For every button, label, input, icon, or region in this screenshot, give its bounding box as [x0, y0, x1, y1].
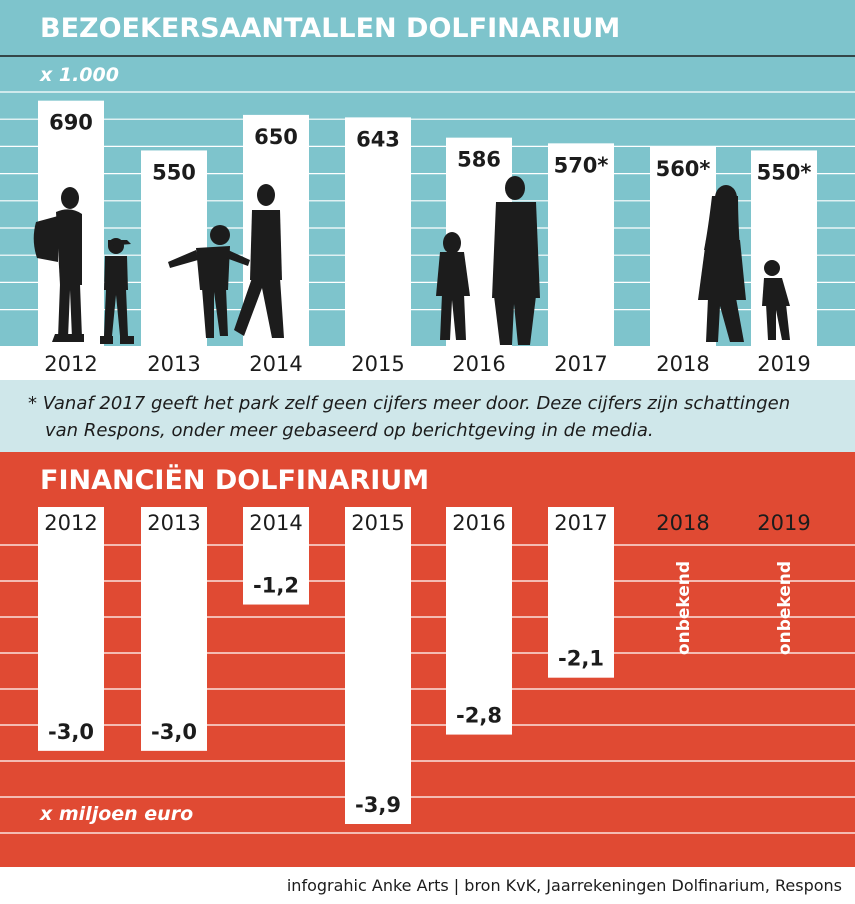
silhouette-woman-walking	[234, 184, 284, 338]
people-silhouettes	[33, 176, 790, 345]
finance-bar-2016	[446, 507, 512, 735]
visitors-value-2017: 570*	[554, 153, 609, 177]
visitors-year-2016: 2016	[452, 352, 505, 376]
visitors-value-2013: 550	[152, 160, 196, 184]
silhouette-toddler	[762, 260, 790, 340]
silhouette-woman-long-hair	[698, 185, 746, 342]
finance-value-2013: -3,0	[151, 720, 197, 744]
source-credit: infograhic Anke Arts | bron KvK, Jaarrek…	[287, 876, 842, 895]
visitors-value-2015: 643	[356, 127, 400, 151]
silhouette-man-backpack	[33, 187, 84, 342]
visitors-value-2014: 650	[254, 125, 298, 149]
visitors-year-2015: 2015	[351, 352, 404, 376]
finance-bar-2014	[243, 507, 309, 605]
visitors-year-2018: 2018	[656, 352, 709, 376]
finance-value-2016: -2,8	[456, 704, 502, 728]
finance-bar-2012	[38, 507, 104, 751]
visitors-year-2014: 2014	[249, 352, 302, 376]
visitors-chart-title: BEZOEKERSAANTALLEN DOLFINARIUM	[40, 13, 620, 44]
finance-year-labels: 2012 2013 2014 2015 2016 2017 2018 2019	[44, 511, 810, 535]
visitors-bar-2017	[548, 143, 614, 346]
visitors-value-2012: 690	[49, 111, 93, 135]
finance-year-2017: 2017	[554, 511, 607, 535]
finance-value-2014: -1,2	[253, 574, 299, 598]
visitors-year-2017: 2017	[554, 352, 607, 376]
finance-bars	[38, 507, 614, 824]
visitors-year-2012: 2012	[44, 352, 97, 376]
finance-value-labels: -3,0 -3,0 -1,2 -3,9 -2,8 -2,1 onbekend onbekend	[48, 561, 795, 817]
silhouette-girl-playing	[168, 225, 250, 338]
finance-bar-2013	[141, 507, 207, 751]
finance-value-2018: onbekend	[674, 561, 694, 655]
visitors-value-labels: 690 550 650 643 586 570* 560* 550*	[49, 111, 811, 185]
finance-bar-2017	[548, 507, 614, 678]
visitors-value-2018: 560*	[656, 157, 711, 181]
finance-chart-title: FINANCIËN DOLFINARIUM	[40, 464, 429, 496]
footnote-line-2: van Respons, onder meer gebaseerd op ber…	[45, 420, 654, 441]
finance-value-2019: onbekend	[775, 561, 795, 655]
footnote-line-1: * Vanaf 2017 geeft het park zelf geen ci…	[28, 393, 790, 414]
visitors-year-2019: 2019	[757, 352, 810, 376]
visitors-unit-label: x 1.000	[39, 64, 119, 86]
finance-year-2018: 2018	[656, 511, 709, 535]
finance-year-2014: 2014	[249, 511, 302, 535]
finance-value-2012: -3,0	[48, 720, 94, 744]
finance-value-2017: -2,1	[558, 647, 604, 671]
finance-year-2013: 2013	[147, 511, 200, 535]
visitors-bar-2015	[345, 117, 411, 346]
footnote-background	[0, 380, 855, 452]
finance-bar-2015	[345, 507, 411, 824]
visitors-bar-2013	[141, 150, 207, 346]
silhouette-girl-standing	[436, 232, 470, 340]
silhouette-child-cap	[100, 238, 134, 344]
silhouette-man-standing	[492, 176, 540, 345]
finance-title-background	[0, 452, 855, 507]
finance-year-2012: 2012	[44, 511, 97, 535]
finance-year-2015: 2015	[351, 511, 404, 535]
visitors-value-2016: 586	[457, 148, 501, 172]
finance-unit-label: x miljoen euro	[39, 803, 193, 825]
visitors-value-2019: 550*	[757, 160, 812, 184]
finance-value-2015: -3,9	[355, 793, 401, 817]
finance-year-2016: 2016	[452, 511, 505, 535]
finance-year-2019: 2019	[757, 511, 810, 535]
visitors-year-2013: 2013	[147, 352, 200, 376]
visitors-year-labels: 2012 2013 2014 2015 2016 2017 2018 2019	[44, 352, 810, 376]
